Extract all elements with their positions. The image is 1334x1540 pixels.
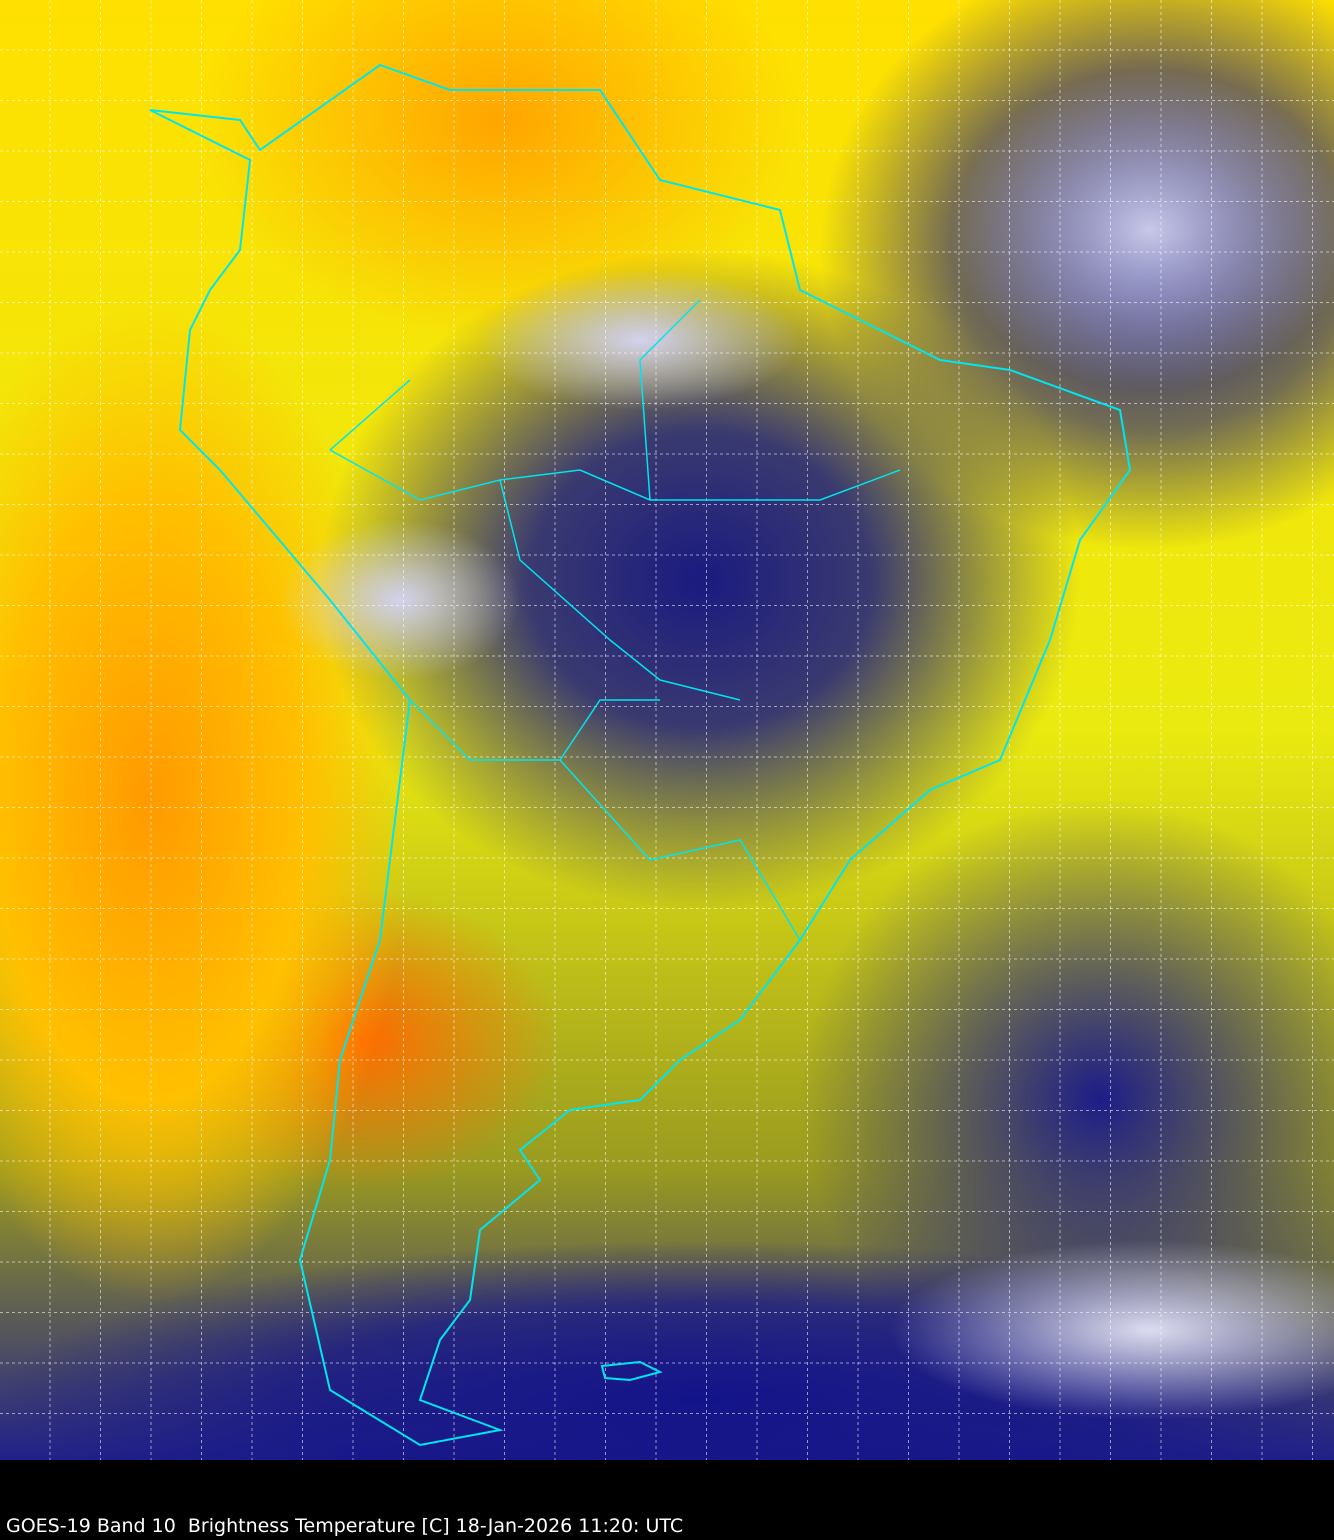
satellite-image [0,0,1334,1460]
falkland-islands [600,1360,663,1382]
south-america-coastline [149,63,1132,1447]
image-caption: GOES-19 Band 10 Brightness Temperature [… [6,1515,684,1537]
overlay [0,0,1334,1460]
lat-lon-grid [0,0,1334,1460]
country-borders [329,299,901,941]
